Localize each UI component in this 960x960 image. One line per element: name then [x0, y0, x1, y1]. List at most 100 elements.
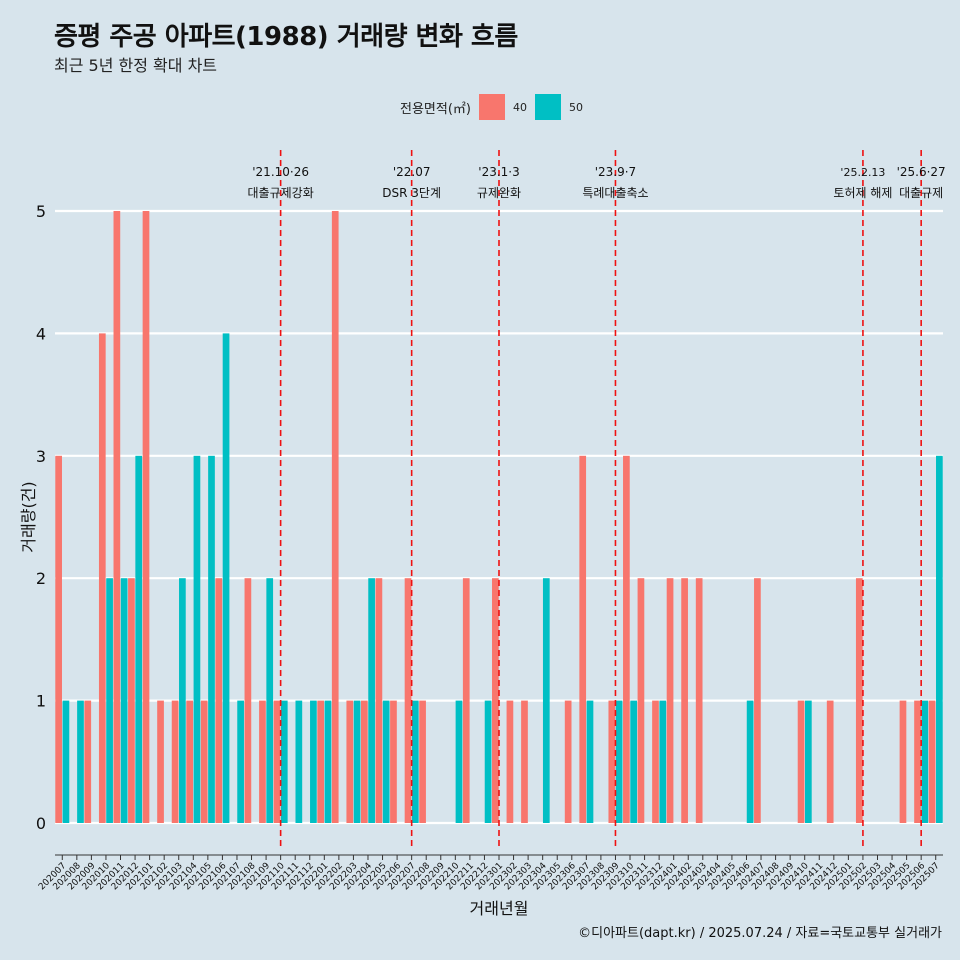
- bar-40-202205: [375, 578, 383, 823]
- bar-40-202502: [855, 578, 863, 823]
- bar-40-202206: [390, 700, 397, 823]
- source-caption: ©디아파트(dapt.kr) / 2025.07.24 / 자료=국토교통부 실…: [578, 926, 942, 941]
- y-tick-label: 5: [36, 202, 46, 221]
- legend-label-40: 40: [512, 100, 527, 114]
- chart-title: 증평 주공 아파트(1988) 거래량 변화 흐름: [54, 22, 518, 52]
- bar-40-202110: [273, 700, 281, 823]
- bar-50-202106: [222, 333, 230, 823]
- bar-50-202307: [586, 700, 594, 823]
- bar-50-202207: [411, 700, 419, 823]
- event-date: '23.1·3: [478, 165, 519, 179]
- bar-50-202410: [805, 700, 812, 823]
- event-date: '22.07: [393, 165, 431, 179]
- bar-50-202203: [353, 700, 361, 823]
- bar-40-202007: [55, 455, 62, 823]
- bar-40-202208: [419, 700, 426, 823]
- bar-40-202203: [346, 700, 354, 823]
- legend: 전용면적(㎡) 40 50: [400, 93, 591, 121]
- event-label: 대출규제강화: [248, 186, 314, 200]
- bar-50-202112: [310, 700, 317, 823]
- y-tick-label: 0: [36, 814, 46, 833]
- bar-40-202410: [797, 700, 805, 823]
- bar-50-202107: [237, 700, 244, 823]
- bar-40-202108: [244, 578, 252, 823]
- bar-40-202302: [506, 700, 514, 823]
- legend-label-50: 50: [568, 100, 583, 114]
- bar-40-202204: [361, 700, 368, 823]
- bar-40-202309: [608, 700, 616, 823]
- bar-40-202207: [404, 578, 412, 823]
- x-axis-title: 거래년월: [470, 899, 529, 918]
- bar-50-202310: [630, 700, 638, 823]
- bar-50-202103: [179, 578, 186, 823]
- bar-50-202312: [659, 700, 667, 823]
- bar-50-202204: [368, 578, 375, 823]
- legend-swatch-50: [534, 94, 561, 120]
- y-tick-label: 1: [36, 692, 46, 711]
- bar-50-202104: [193, 455, 201, 823]
- event-date: '23.9·7: [595, 165, 636, 179]
- bar-40-202401: [666, 578, 674, 823]
- bar-50-202010: [106, 578, 113, 823]
- chart-subtitle: 최근 5년 한정 확대 차트: [54, 56, 218, 75]
- bar-40-202505: [899, 700, 907, 823]
- bar-40-202106: [215, 578, 223, 823]
- bar-40-202102: [157, 700, 164, 823]
- legend-title: 전용면적(㎡): [400, 101, 471, 117]
- bar-40-202105: [200, 700, 208, 823]
- bar-50-202110: [280, 700, 288, 823]
- bar-50-202309: [615, 700, 623, 823]
- bar-50-202111: [295, 700, 303, 823]
- bar-50-202205: [382, 700, 390, 823]
- bar-50-202210: [455, 700, 463, 823]
- bar-50-202201: [324, 700, 332, 823]
- bar-40-202310: [623, 455, 630, 823]
- bar-40-202507: [928, 700, 936, 823]
- bar-40-202311: [637, 578, 645, 823]
- bar-40-202307: [579, 455, 587, 823]
- legend-swatch-40: [478, 94, 505, 120]
- bar-40-202303: [521, 700, 528, 823]
- bar-50-202007: [62, 700, 70, 823]
- y-axis-title: 거래량(건): [19, 481, 38, 552]
- bar-50-202507: [936, 455, 943, 823]
- bar-40-202312: [652, 700, 659, 823]
- bar-40-202402: [681, 578, 688, 823]
- bar-40-202012: [128, 578, 135, 823]
- event-label: 특례대출축소: [582, 186, 648, 200]
- event-label: DSR 3단계: [382, 186, 441, 200]
- bar-50-202109: [266, 578, 274, 823]
- bar-40-202009: [84, 700, 92, 823]
- bar-50-202212: [484, 700, 492, 823]
- bar-40-202104: [186, 700, 194, 823]
- bar-50-202012: [135, 455, 143, 823]
- bar-40-202306: [564, 700, 572, 823]
- bar-40-202202: [331, 211, 339, 823]
- bar-40-202412: [826, 700, 834, 823]
- bar-40-202011: [113, 211, 121, 823]
- bar-40-202101: [142, 211, 150, 823]
- event-label: 대출규제: [899, 186, 943, 200]
- bar-50-202506: [921, 700, 929, 823]
- bar-40-202103: [171, 700, 179, 823]
- bar-40-202506: [914, 700, 921, 823]
- bar-40-202403: [695, 578, 703, 823]
- event-date: '21.10·26: [252, 165, 309, 179]
- bar-50-202304: [542, 578, 550, 823]
- bar-40-202211: [462, 578, 470, 823]
- bar-50-202105: [208, 455, 215, 823]
- bar-40-202407: [754, 578, 761, 823]
- y-tick-label: 3: [36, 447, 46, 466]
- bar-40-202201: [317, 700, 325, 823]
- bar-50-202011: [120, 578, 128, 823]
- bar-50-202406: [746, 700, 754, 823]
- bar-50-202008: [77, 700, 84, 823]
- bar-40-202109: [259, 700, 266, 823]
- event-label: 토허제 해제: [833, 186, 892, 200]
- event-date: '25.6·27: [897, 165, 946, 179]
- bar-40-202010: [98, 333, 106, 823]
- event-date: '25.2.13: [840, 166, 885, 179]
- bar-40-202301: [492, 578, 499, 823]
- event-label: 규제완화: [477, 186, 521, 200]
